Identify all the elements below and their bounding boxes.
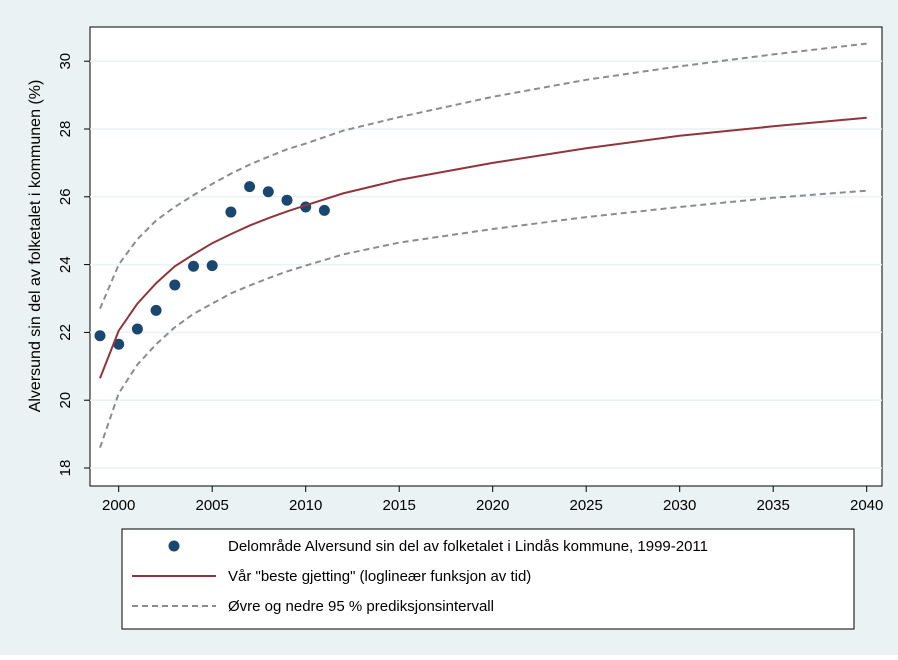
y-tick-label: 28 <box>57 121 74 138</box>
data-point <box>318 204 330 216</box>
x-tick-label: 2025 <box>570 497 603 514</box>
data-point <box>262 186 274 198</box>
y-tick-label: 18 <box>57 460 74 477</box>
y-tick-label: 24 <box>57 256 74 273</box>
data-point <box>225 206 237 218</box>
x-tick-label: 2015 <box>383 497 416 514</box>
x-tick-label: 2005 <box>196 497 229 514</box>
y-tick-label: 30 <box>57 53 74 70</box>
legend-label: Øvre og nedre 95 % prediksjonsintervall <box>228 598 494 615</box>
data-point <box>113 338 125 350</box>
axes: 18 20 22 24 26 28 30 2000 2005 2010 2015 2020 2025 20… <box>57 53 883 514</box>
fit-line <box>99 116 867 379</box>
legend-marker-observed <box>168 540 180 552</box>
x-tick-label: 2000 <box>102 497 135 514</box>
upper-interval-line <box>99 42 867 310</box>
legend: Delområde Alversund sin del av folketale… <box>121 528 855 630</box>
legend-box <box>121 528 855 630</box>
data-point <box>206 260 218 272</box>
data-point <box>150 304 162 316</box>
data-point <box>244 181 256 193</box>
data-point <box>94 330 106 342</box>
y-tick-label: 26 <box>57 188 74 205</box>
legend-label: Vår "beste gjetting" (loglineær funksjon… <box>228 568 531 585</box>
y-tick-label: 22 <box>57 324 74 341</box>
x-tick-label: 2020 <box>476 497 509 514</box>
lower-interval-line <box>99 189 867 449</box>
series-layer <box>94 42 867 449</box>
data-point <box>188 260 199 272</box>
x-tick-label: 2030 <box>663 497 696 514</box>
data-point <box>281 194 293 206</box>
x-tick-label: 2035 <box>757 497 790 514</box>
data-point <box>131 323 143 335</box>
x-tick-label: 2040 <box>850 497 883 514</box>
y-axis-label: Alversund sin del av folketalet i kommun… <box>27 80 44 413</box>
data-point <box>169 279 181 291</box>
x-tick-label: 2010 <box>289 497 322 514</box>
legend-label: Delområde Alversund sin del av folketale… <box>228 538 708 555</box>
plot-area <box>89 26 883 487</box>
y-tick-label: 20 <box>57 392 74 409</box>
